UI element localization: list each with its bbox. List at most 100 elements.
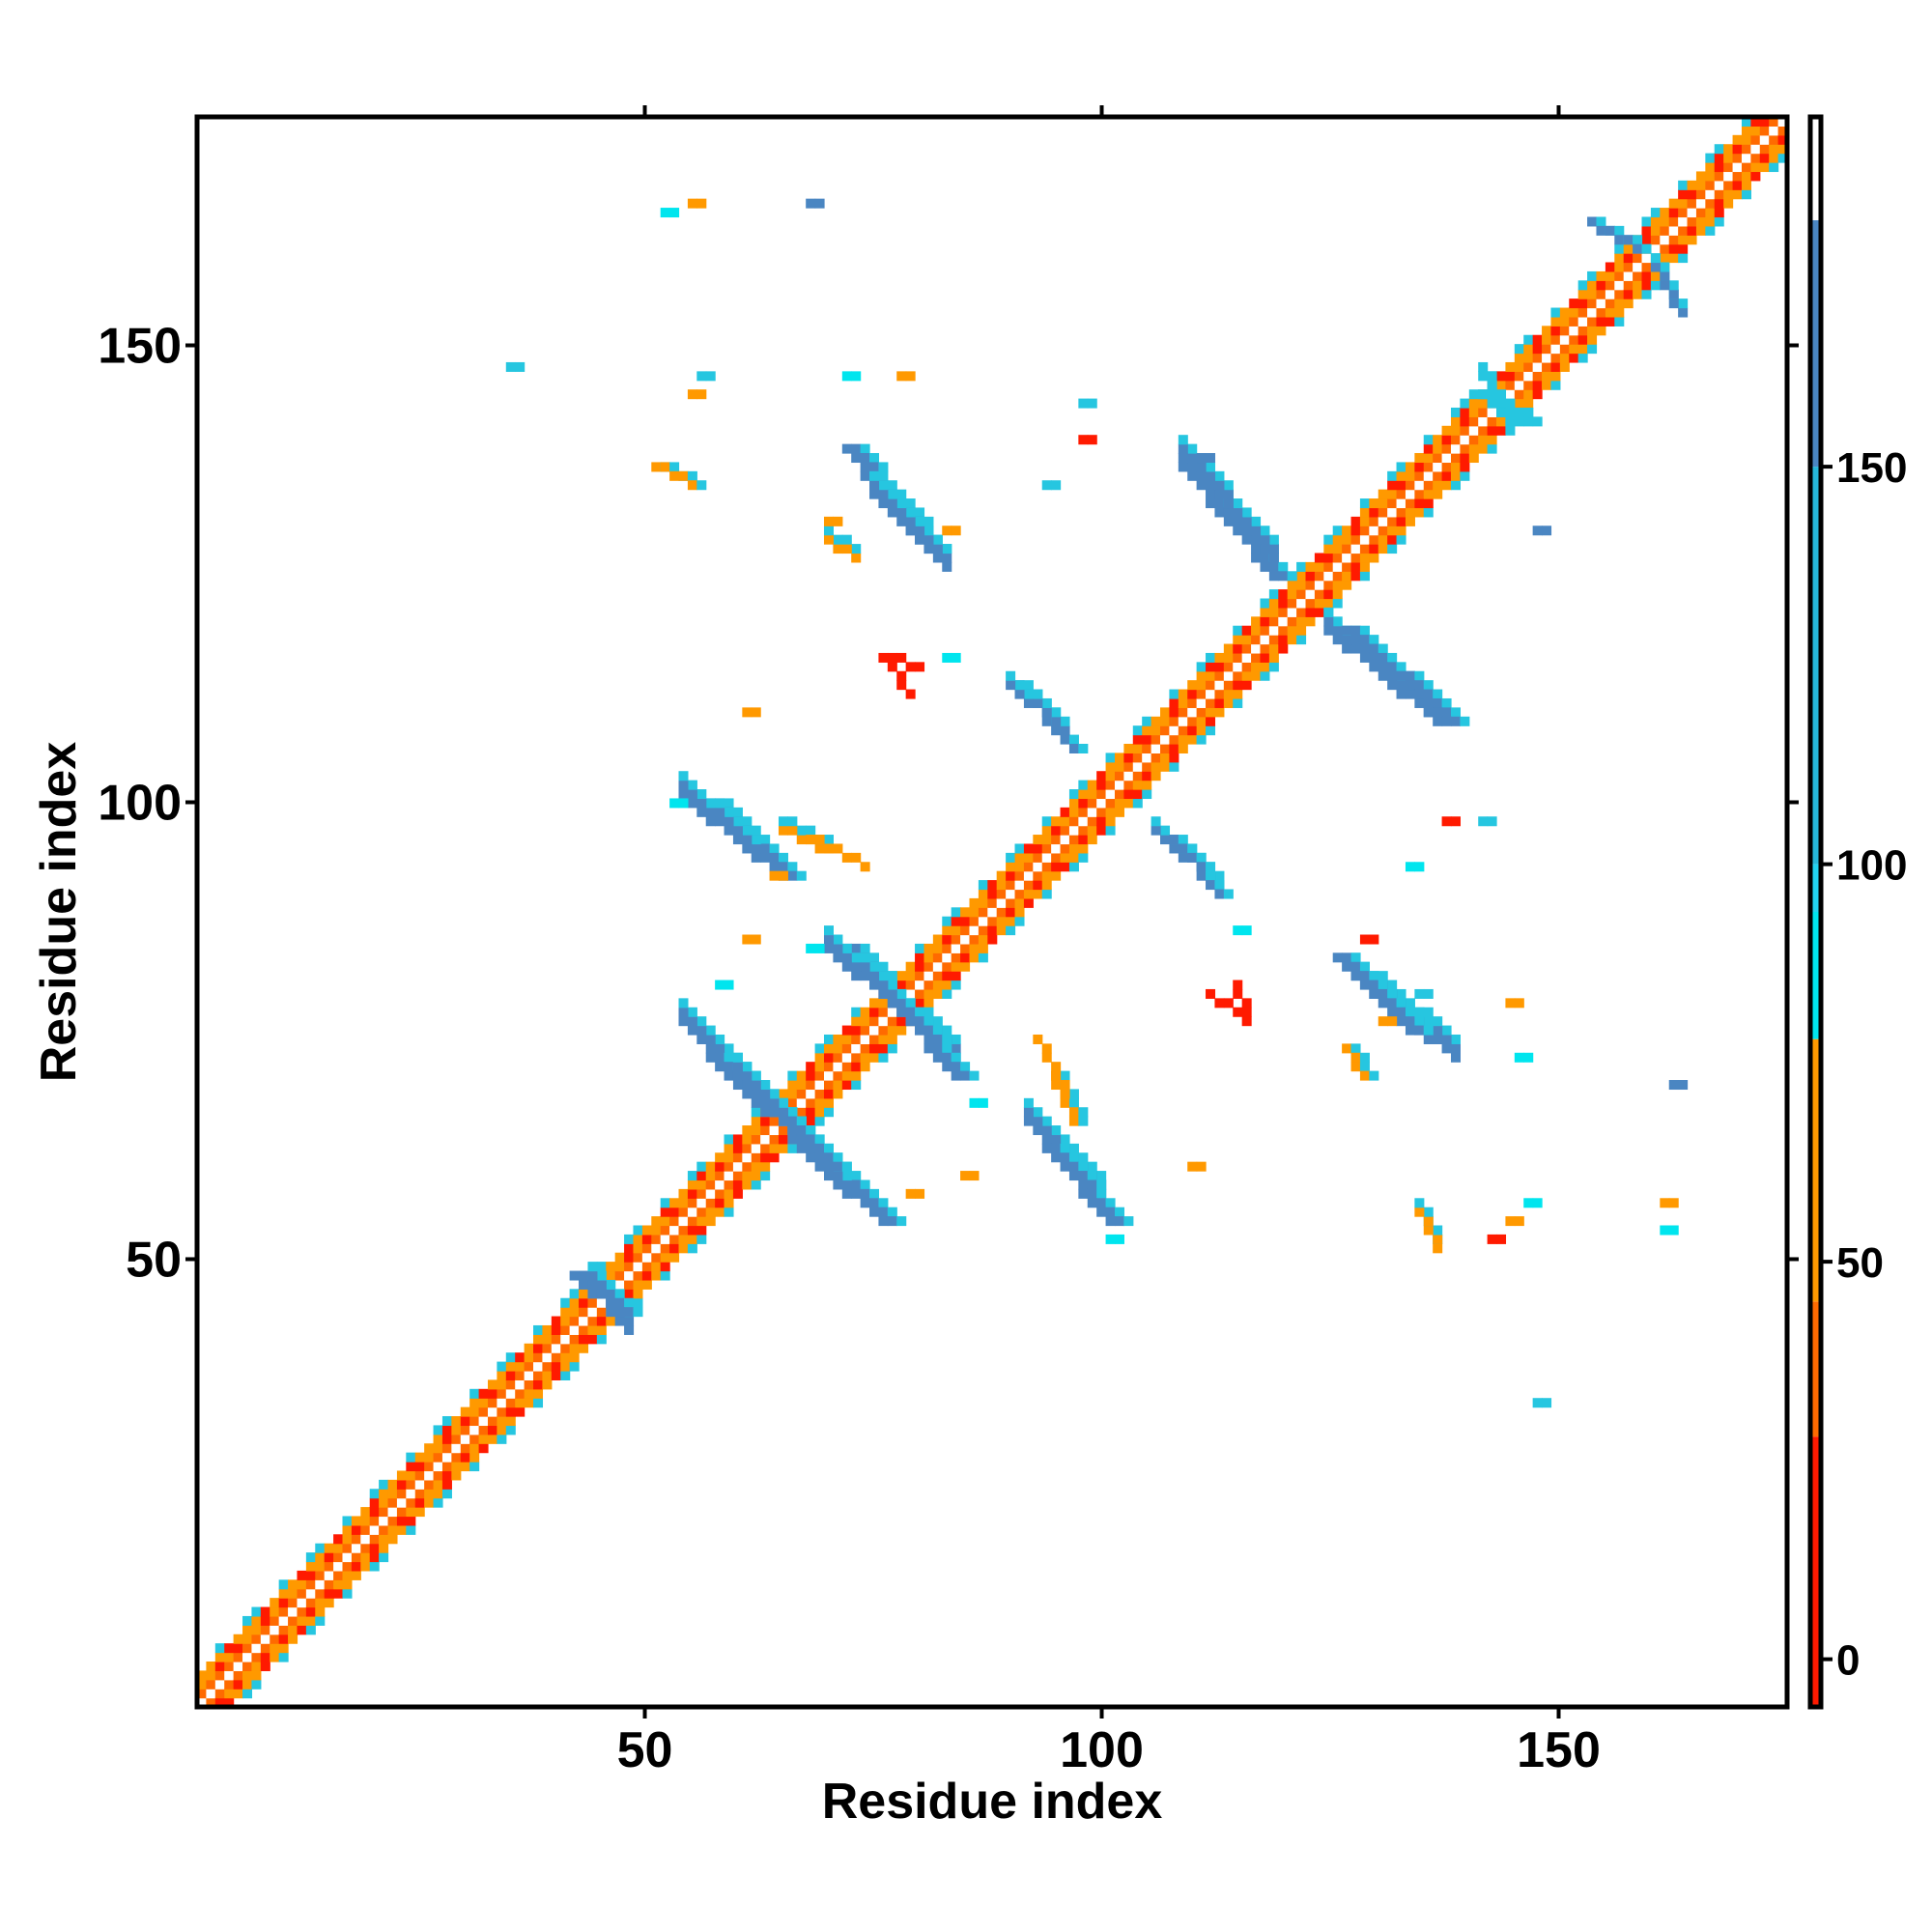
heatmap-cell — [996, 880, 1007, 891]
heatmap-cell — [1523, 398, 1534, 409]
heatmap-cell — [896, 988, 907, 999]
heatmap-cell — [1769, 162, 1779, 173]
heatmap-cell — [1105, 798, 1116, 809]
heatmap-cell — [660, 1234, 670, 1244]
heatmap-cell — [742, 934, 753, 945]
heatmap-cell — [696, 789, 707, 800]
heatmap-cell — [814, 1080, 825, 1091]
heatmap-cell — [1369, 544, 1379, 554]
heatmap-cell — [1233, 925, 1243, 936]
heatmap-cell — [587, 1289, 598, 1299]
heatmap-cell — [1577, 289, 1588, 299]
heatmap-cell — [696, 1016, 707, 1027]
heatmap-cell — [887, 480, 897, 491]
heatmap-cell — [469, 1452, 480, 1463]
heatmap-cell — [1223, 662, 1234, 672]
heatmap-cell — [1342, 961, 1352, 972]
heatmap-cell — [1633, 262, 1643, 272]
heatmap-cell — [1596, 307, 1606, 318]
heatmap-cell — [278, 1634, 289, 1644]
heatmap-cell — [278, 1588, 289, 1599]
heatmap-cell — [1441, 697, 1452, 708]
heatmap-cell — [1369, 526, 1379, 536]
heatmap-cell — [1350, 635, 1361, 645]
heatmap-cell — [224, 1689, 235, 1699]
heatmap-cell — [1387, 680, 1398, 691]
heatmap-cell — [1750, 117, 1761, 128]
heatmap-cell — [1723, 180, 1734, 190]
heatmap-cell — [1014, 907, 1025, 918]
heatmap-cell — [1523, 334, 1534, 345]
heatmap-cell — [1532, 361, 1543, 372]
heatmap-cell — [715, 1161, 725, 1172]
heatmap-cell — [1759, 134, 1770, 145]
heatmap-cell — [1187, 462, 1198, 472]
heatmap-cell — [814, 1043, 825, 1054]
heatmap-cell — [1068, 1089, 1079, 1099]
heatmap-cell — [1196, 470, 1207, 481]
heatmap-cell — [251, 1615, 262, 1626]
heatmap-cell — [896, 1216, 907, 1227]
heatmap-cell — [1060, 1143, 1070, 1153]
heatmap-cell — [270, 1598, 280, 1608]
heatmap-cell — [315, 1561, 326, 1572]
heatmap-cell — [1123, 798, 1134, 809]
heatmap-cell — [732, 1161, 743, 1172]
heatmap-cell — [1096, 780, 1107, 790]
heatmap-cell — [1260, 553, 1270, 563]
heatmap-cell — [951, 1043, 961, 1054]
heatmap-cell — [1596, 280, 1606, 291]
heatmap-cell — [233, 1670, 243, 1681]
heatmap-cell — [1342, 952, 1352, 963]
heatmap-cell — [1496, 416, 1507, 427]
heatmap-cell — [915, 507, 925, 518]
heatmap-cell — [1078, 816, 1089, 827]
heatmap-cell — [451, 1470, 462, 1481]
heatmap-cell — [678, 1007, 689, 1017]
heatmap-cell — [1750, 162, 1761, 173]
heatmap-cell — [1378, 670, 1388, 681]
heatmap-cell — [1514, 998, 1524, 1009]
heatmap-cell — [1423, 988, 1434, 999]
heatmap-cell — [1206, 870, 1216, 881]
heatmap-cell — [1296, 580, 1307, 590]
heatmap-cell — [1505, 389, 1516, 400]
heatmap-cell — [1251, 553, 1262, 563]
heatmap-cell — [1433, 1034, 1443, 1044]
heatmap-cell — [1460, 716, 1470, 726]
heatmap-cell — [1206, 880, 1216, 891]
heatmap-cell — [851, 1070, 862, 1081]
heatmap-cell — [288, 1625, 298, 1635]
heatmap-cell — [587, 1262, 598, 1272]
heatmap-cell — [1206, 652, 1216, 663]
heatmap-cell — [1023, 852, 1034, 863]
heatmap-cell — [1660, 1198, 1670, 1208]
heatmap-cell — [732, 835, 743, 845]
heatmap-cell — [1087, 789, 1097, 800]
heatmap-cell — [1068, 835, 1079, 845]
heatmap-cell — [1441, 716, 1452, 726]
heatmap-cell — [551, 1324, 561, 1335]
heatmap-cell — [896, 516, 907, 526]
heatmap-cell — [1014, 880, 1025, 891]
heatmap-cell — [1305, 589, 1316, 600]
heatmap-cell — [823, 1070, 834, 1081]
heatmap-cell — [1206, 470, 1216, 481]
heatmap-cell — [787, 1143, 798, 1153]
heatmap-cell — [878, 1016, 889, 1027]
heatmap-cell — [1423, 680, 1434, 691]
heatmap-cell — [1423, 697, 1434, 708]
heatmap-cell — [851, 544, 862, 554]
heatmap-cell — [969, 1171, 980, 1181]
heatmap-cell — [1314, 598, 1324, 609]
heatmap-cell — [1187, 453, 1198, 464]
heatmap-cell — [1169, 753, 1179, 763]
heatmap-cell — [1151, 716, 1161, 726]
heatmap-cell — [1387, 1007, 1398, 1017]
heatmap-cell — [1414, 689, 1425, 699]
heatmap-cell — [1723, 144, 1734, 155]
heatmap-cell — [1378, 1016, 1388, 1027]
heatmap-cell — [942, 526, 952, 536]
heatmap-cell — [942, 1043, 952, 1054]
heatmap-cell — [742, 816, 753, 827]
